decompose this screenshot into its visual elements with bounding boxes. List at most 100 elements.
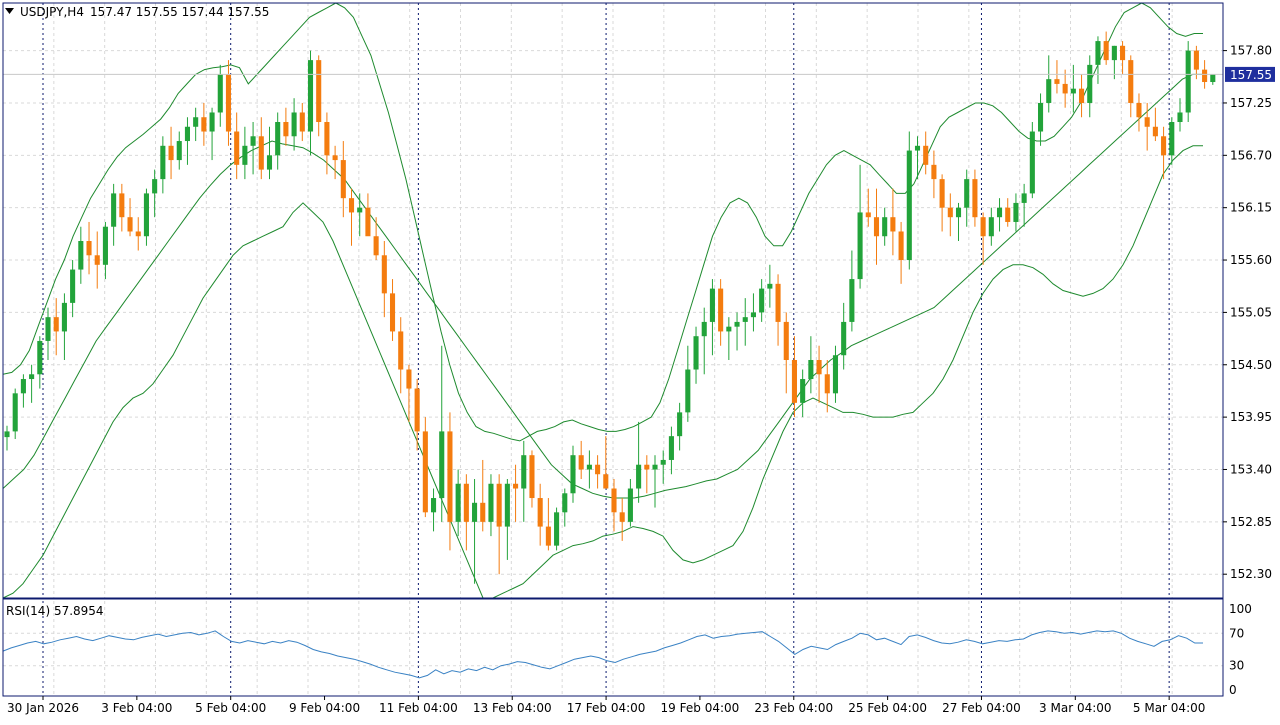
- candle-bull: [1210, 74, 1216, 83]
- time-tick-label: 5 Mar 04:00: [1133, 701, 1206, 715]
- candle-bear: [603, 474, 609, 489]
- price-panel-border: [2, 2, 1224, 599]
- candle-bear: [86, 241, 92, 256]
- time-axis[interactable]: 30 Jan 2026 3 Feb 04:00 5 Feb 04:00 9 Feb 0…: [7, 696, 1205, 715]
- candle-bull: [750, 312, 756, 318]
- candle-bull: [143, 193, 149, 237]
- candle-bear: [1193, 50, 1199, 70]
- candle-bear: [340, 160, 346, 199]
- candles: [3, 31, 1223, 584]
- candle-bear: [923, 145, 929, 165]
- candle-bull: [242, 145, 248, 165]
- candle-bull: [61, 302, 67, 332]
- candle-bull: [1111, 45, 1117, 61]
- candle-bear: [1128, 60, 1134, 103]
- candle-bull: [176, 141, 182, 161]
- rsi-polyline: [2, 630, 1203, 679]
- candle-bear: [775, 283, 781, 322]
- candle-bull: [4, 431, 10, 438]
- price-tick-label: 153.95: [1230, 410, 1272, 424]
- candle-bear: [283, 122, 289, 137]
- candle-bull: [841, 321, 847, 356]
- candle-bull: [275, 122, 281, 156]
- candle-bull: [652, 464, 658, 470]
- candle-bull: [955, 207, 962, 218]
- candle-bear: [824, 374, 830, 394]
- candle-bull: [1037, 102, 1044, 132]
- candle-bear: [718, 288, 724, 332]
- chart-header[interactable]: USDJPY,H4 157.47 157.55 157.44 157.55: [5, 5, 269, 19]
- candle-bull: [455, 483, 461, 522]
- candle-bull: [660, 459, 666, 465]
- candle-bear: [865, 212, 871, 218]
- price-axis[interactable]: 152.30 152.85 153.40 153.95 154.50 155.05 155.…: [1223, 44, 1272, 582]
- candle-bull: [472, 502, 478, 522]
- candle-bear: [373, 236, 379, 256]
- price-tick-label: 155.05: [1230, 305, 1272, 319]
- candle-bull: [504, 483, 510, 527]
- candle-bear: [545, 526, 551, 546]
- candle-bear: [1103, 41, 1109, 61]
- price-tick-label: 155.60: [1230, 253, 1272, 267]
- price-tick-label: 157.25: [1230, 96, 1272, 110]
- candle-bear: [135, 231, 141, 237]
- candle-bear: [234, 131, 240, 165]
- candle-bear: [348, 198, 355, 213]
- candle-bull: [964, 179, 970, 208]
- candle-bull: [20, 379, 26, 394]
- ohlc-values: 157.47 157.55 157.44 157.55: [90, 5, 269, 19]
- day-separators: [42, 3, 1170, 696]
- time-tick-label: 30 Jan 2026: [7, 701, 79, 715]
- candle-bear: [414, 388, 420, 432]
- candle-bear: [1079, 88, 1085, 103]
- candle-bull: [849, 279, 855, 322]
- candle-bear: [381, 255, 387, 294]
- candle-bear: [1120, 45, 1126, 61]
- candle-bear: [365, 207, 371, 237]
- candle-bear: [127, 217, 133, 232]
- candle-bear: [1202, 69, 1208, 83]
- candle-bear: [389, 293, 396, 332]
- candle-bear: [873, 217, 880, 237]
- candle-bull: [193, 117, 199, 127]
- collapse-triangle-icon[interactable]: [5, 8, 14, 14]
- candle-bear: [225, 74, 232, 132]
- candle-bull: [1177, 112, 1183, 122]
- time-tick-label: 3 Feb 04:00: [101, 701, 172, 715]
- candle-bear: [791, 360, 798, 403]
- time-tick-label: 13 Feb 04:00: [473, 701, 552, 715]
- candle-bull: [832, 355, 839, 394]
- rsi-tick-label: 30: [1229, 659, 1244, 673]
- candle-bull: [357, 207, 363, 213]
- candle-bull: [521, 455, 527, 489]
- time-tick-label: 9 Feb 04:00: [289, 701, 360, 715]
- candle-bull: [430, 498, 437, 513]
- bollinger-upper: [2, 2, 1203, 442]
- time-tick-label: 5 Feb 04:00: [195, 701, 266, 715]
- candle-bull: [1095, 41, 1101, 65]
- candle-bear: [94, 255, 100, 265]
- candle-bear: [447, 431, 453, 522]
- candle-bull: [152, 179, 158, 194]
- candle-bull: [701, 321, 707, 337]
- candle-bull: [1185, 50, 1191, 113]
- candle-bull: [636, 464, 642, 489]
- candle-bull: [882, 217, 888, 237]
- price-tick-label: 152.85: [1230, 515, 1272, 529]
- candle-bear: [578, 455, 584, 470]
- candle-bear: [947, 207, 953, 218]
- candle-bull: [1087, 64, 1093, 103]
- candle-bull: [906, 150, 912, 261]
- candle-bull: [160, 145, 166, 180]
- bollinger-bands: [2, 2, 1203, 599]
- candle-bull: [857, 212, 863, 280]
- candle-bear: [496, 483, 502, 527]
- time-tick-label: 25 Feb 04:00: [848, 701, 927, 715]
- candle-bull: [562, 493, 568, 513]
- candle-bull: [1046, 79, 1052, 103]
- candle-bull: [45, 317, 51, 341]
- candle-bear: [890, 217, 896, 232]
- rsi-tick-label: 100: [1229, 602, 1252, 616]
